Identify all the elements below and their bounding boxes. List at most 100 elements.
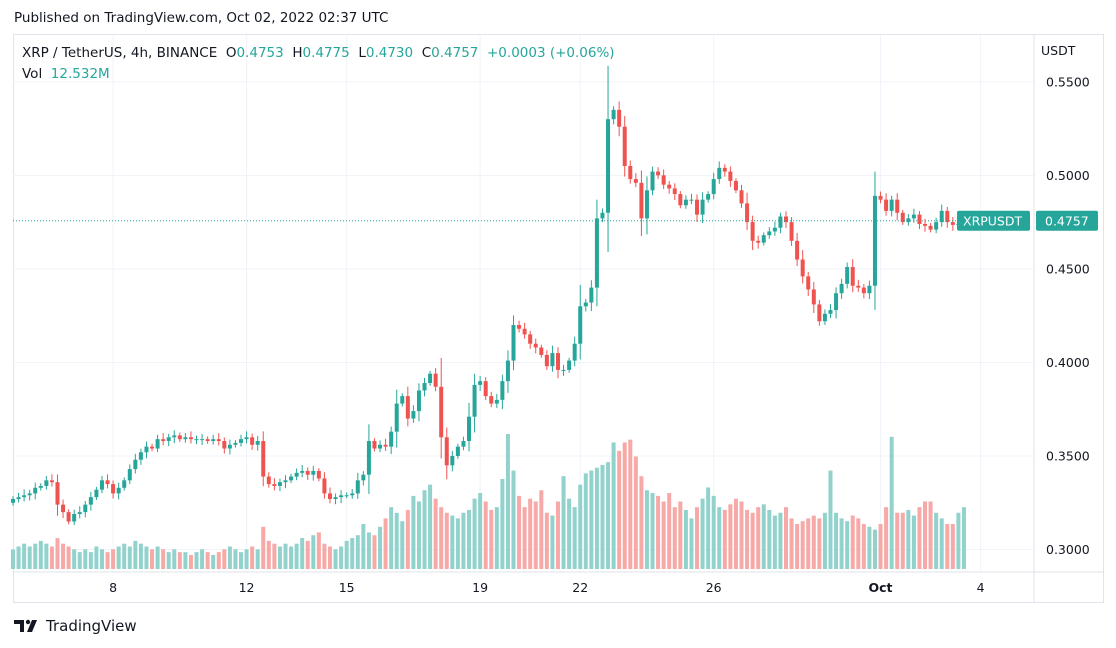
- candle-body: [900, 212, 905, 223]
- candle-body: [461, 441, 466, 447]
- volume-bar: [439, 507, 444, 569]
- candle-body: [861, 287, 866, 294]
- volume-bar: [683, 509, 688, 569]
- candle-body: [261, 441, 266, 477]
- volume-bar: [327, 546, 332, 569]
- candle-body: [817, 304, 822, 322]
- candle-body: [706, 194, 711, 200]
- candle-body: [950, 222, 955, 225]
- candle-body: [639, 182, 644, 219]
- candle-body: [839, 283, 844, 294]
- volume-bar: [222, 549, 227, 569]
- volume-bar: [884, 507, 889, 569]
- candle-body: [394, 403, 399, 432]
- volume-bar: [172, 549, 177, 569]
- y-tick-label: 0.4500: [1046, 261, 1090, 276]
- candle-body: [572, 343, 577, 361]
- volume-bar: [622, 442, 627, 569]
- candle-body: [138, 452, 143, 460]
- volume-bar: [289, 546, 294, 569]
- candle-body: [795, 240, 800, 260]
- candle-body: [161, 439, 166, 442]
- ohlc-legend: XRP / TetherUS, 4h, BINANCE O0.4753 H0.4…: [22, 45, 615, 61]
- candle-body: [722, 167, 727, 172]
- candle-body: [555, 353, 560, 370]
- volume-bar: [339, 546, 344, 569]
- candle-body: [683, 199, 688, 206]
- candle-body: [61, 504, 66, 513]
- volume-legend: Vol 12.532M: [22, 66, 110, 82]
- candle-body: [416, 390, 421, 412]
- candle-body: [322, 478, 327, 494]
- volume-bar: [450, 515, 455, 569]
- candle-body: [222, 441, 227, 449]
- y-tick-label: 0.5000: [1046, 168, 1090, 183]
- volume-bar: [255, 549, 260, 569]
- volume-bar: [422, 490, 427, 569]
- candle-body: [783, 216, 788, 223]
- candle-body: [44, 480, 49, 486]
- candle-body: [800, 259, 805, 277]
- volume-bar: [606, 462, 611, 569]
- volume-bar: [72, 549, 77, 569]
- volume-bar: [366, 532, 371, 569]
- volume-bar: [722, 509, 727, 569]
- candle-body: [522, 328, 527, 335]
- candle-body: [133, 459, 138, 470]
- candle-body: [316, 470, 321, 479]
- volume-bar: [567, 498, 572, 569]
- volume-value: 12.532M: [50, 66, 110, 82]
- volume-bar: [767, 509, 772, 569]
- volume-bar: [205, 552, 210, 569]
- volume-bar: [539, 490, 544, 569]
- volume-bar: [483, 501, 488, 569]
- candle-body: [661, 175, 666, 185]
- volume-bar: [144, 546, 149, 569]
- volume-bar: [227, 546, 232, 569]
- volume-bar: [583, 473, 588, 569]
- candle-body: [444, 437, 449, 466]
- candle-body: [172, 435, 177, 438]
- candle-body: [772, 227, 777, 232]
- volume-bar: [956, 512, 961, 569]
- x-tick-label: 22: [572, 580, 588, 595]
- candle-body: [194, 439, 199, 441]
- x-tick-label: 12: [239, 580, 255, 595]
- candle-body: [111, 484, 116, 494]
- candle-body: [127, 469, 132, 481]
- candle-body: [366, 441, 371, 475]
- candle-body: [617, 109, 622, 127]
- volume-bar: [233, 549, 238, 569]
- volume-bar: [728, 504, 733, 569]
- high-label: H: [292, 45, 303, 61]
- candle-body: [155, 439, 160, 449]
- candle-body: [906, 218, 911, 223]
- candle-body: [16, 497, 21, 500]
- volume-bar: [350, 538, 355, 569]
- volume-bar: [22, 543, 27, 569]
- volume-bar: [811, 515, 816, 569]
- volume-bar: [467, 509, 472, 569]
- volume-bar: [572, 507, 577, 569]
- volume-bar: [517, 495, 522, 569]
- candle-body: [528, 334, 533, 344]
- volume-bar: [711, 495, 716, 569]
- candle-body: [166, 437, 171, 442]
- volume-bar: [361, 524, 366, 569]
- candle-body: [311, 470, 316, 475]
- volume-bar: [372, 535, 377, 569]
- volume-bar: [266, 540, 271, 569]
- footer-brand[interactable]: TradingView: [14, 617, 137, 635]
- volume-bar: [961, 507, 966, 569]
- candle-body: [550, 353, 555, 367]
- candle-body: [250, 437, 255, 445]
- volume-bar: [133, 540, 138, 569]
- volume-bar: [672, 507, 677, 569]
- volume-bar: [283, 543, 288, 569]
- candle-body: [611, 109, 616, 120]
- high-value: 0.4775: [302, 45, 350, 61]
- close-label: C: [421, 45, 432, 61]
- symbol-label[interactable]: XRP / TetherUS, 4h, BINANCE: [22, 45, 218, 61]
- volume-bar: [950, 524, 955, 569]
